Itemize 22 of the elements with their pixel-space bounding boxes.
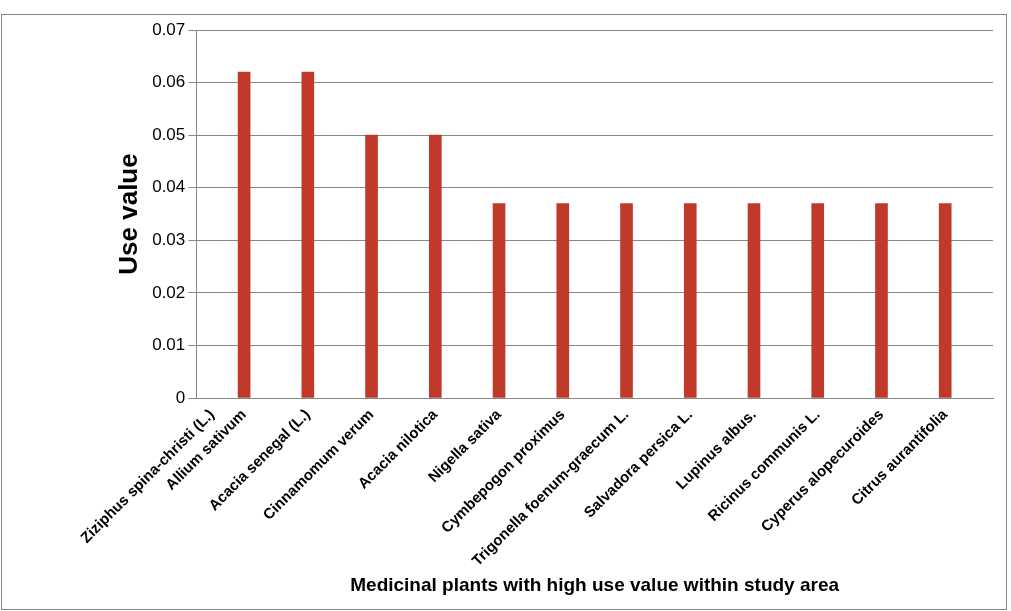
y-tick-label: 0.06 [152,72,186,92]
bar [620,203,633,398]
y-tick-label: 0 [175,387,186,407]
y-tick-label: 0.04 [152,177,186,197]
x-axis-title: Medicinal plants with high use value within study area [350,573,840,595]
bar [747,203,761,398]
y-tick-label: 0.02 [152,282,186,302]
y-tick-label: 0.07 [152,19,186,39]
bar [811,203,825,398]
y-tick-label: 0.01 [152,335,186,355]
bar [301,71,315,398]
bar [428,134,442,398]
y-axis-title: Use value [112,153,143,275]
y-tick-label: 0.05 [152,124,186,144]
bar [556,203,570,398]
bar [683,203,697,398]
bar [938,203,952,398]
bar [492,203,506,398]
bar [875,203,888,398]
y-tick-label: 0.03 [152,229,186,249]
bar [365,134,378,398]
bar [237,71,251,398]
